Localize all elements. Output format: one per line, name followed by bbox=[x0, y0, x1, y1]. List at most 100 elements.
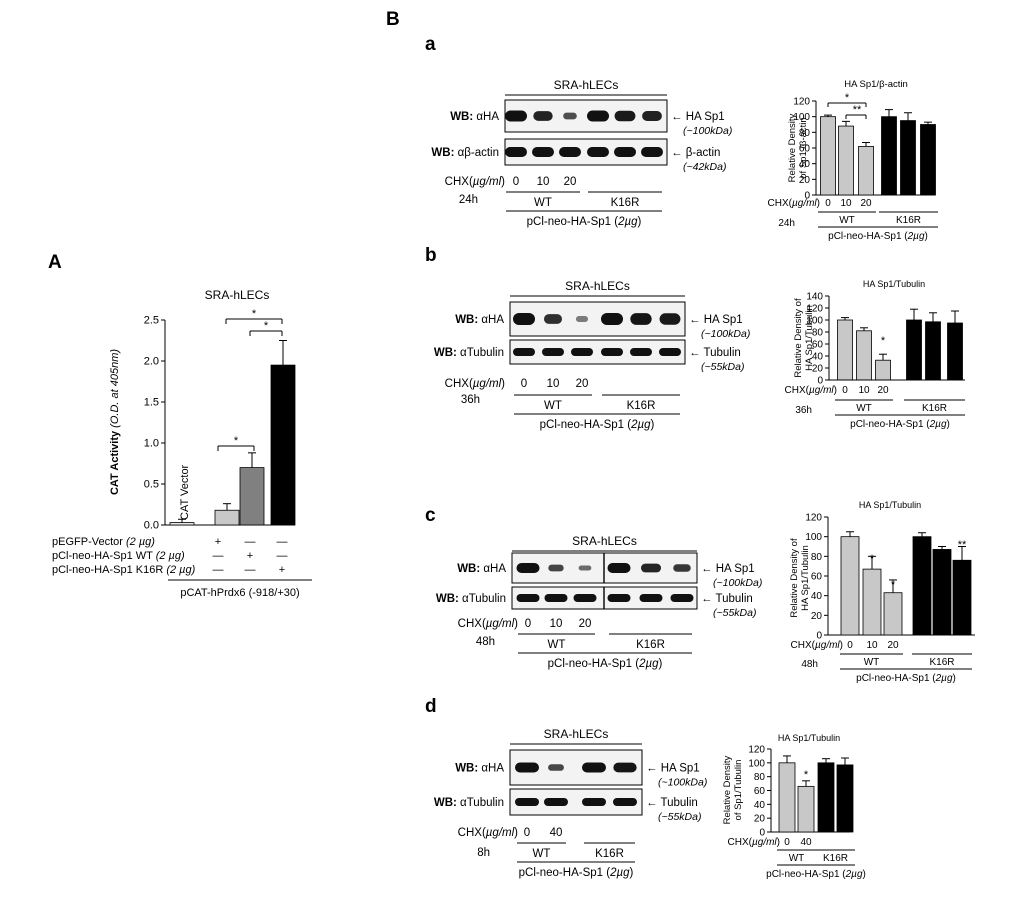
bar bbox=[932, 549, 952, 636]
group-label-k16r: K16R bbox=[627, 400, 656, 412]
y-tick-label: 40 bbox=[811, 591, 823, 602]
bar bbox=[778, 762, 796, 833]
chart-plasmid-label: pCl-neo-HA-Sp1 (2µg) bbox=[850, 419, 950, 430]
blot-band bbox=[607, 594, 631, 602]
bar bbox=[840, 536, 860, 636]
chart-title: HA Sp1/Tubulin bbox=[859, 500, 921, 510]
chart-group-label-wt: WT bbox=[856, 403, 872, 414]
y-tick-label: 120 bbox=[806, 304, 823, 315]
blot-band bbox=[607, 563, 631, 573]
y-tick-label: 20 bbox=[812, 364, 824, 375]
y-tick-label: 0 bbox=[817, 376, 823, 387]
y-tick-label: 20 bbox=[799, 175, 811, 186]
panel-label-c: c bbox=[425, 505, 436, 526]
y-tick-label: 120 bbox=[805, 513, 822, 524]
antibody-label: WB: αHA bbox=[455, 314, 504, 326]
plasmid-label: pCl-neo-HA-Sp1 (2µg) bbox=[540, 419, 655, 431]
band-size-label: (~55kDa) bbox=[713, 607, 756, 619]
sig-mark: * bbox=[845, 92, 850, 104]
bar bbox=[820, 116, 836, 196]
plasmid-label: pCl-neo-HA-Sp1 (2µg) bbox=[519, 867, 634, 879]
blot-band bbox=[533, 111, 553, 121]
blot-band bbox=[575, 316, 589, 322]
panel-label-B: B bbox=[386, 9, 400, 30]
y-tick-label: 140 bbox=[806, 292, 823, 303]
blot-band bbox=[515, 762, 539, 773]
band-label: ← HA Sp1 bbox=[689, 314, 743, 326]
y-tick-label: 100 bbox=[805, 532, 822, 543]
condition-mark: — bbox=[245, 536, 256, 548]
condition-label: pEGFP-Vector (2 µg) bbox=[52, 536, 155, 548]
bar bbox=[858, 146, 874, 196]
sig-mark: ** bbox=[958, 539, 967, 551]
y-tick-label: 20 bbox=[754, 814, 766, 825]
y-tick-label: 2.5 bbox=[144, 315, 159, 327]
antibody-label: WB: αTubulin bbox=[434, 797, 504, 809]
y-axis-label: Relative Density bbox=[787, 113, 798, 182]
dose-label: 0 bbox=[525, 618, 531, 630]
plasmid-label: pCl-neo-HA-Sp1 (2µg) bbox=[548, 658, 663, 670]
condition-mark: — bbox=[213, 550, 224, 562]
blot-band bbox=[614, 110, 636, 122]
chart-plasmid-label: pCl-neo-HA-Sp1 (2µg) bbox=[828, 231, 928, 242]
blot-band bbox=[505, 110, 527, 122]
western-blot-d: SRA-hLECs WB: αHA ← HA Sp1 (~100kDa) WB: αTu… bbox=[434, 727, 707, 879]
blot-band bbox=[559, 147, 581, 157]
dose-label: 20 bbox=[576, 378, 589, 390]
y-axis-label: Relative Density of bbox=[789, 538, 800, 618]
blot-band bbox=[515, 798, 539, 806]
bar bbox=[270, 364, 296, 526]
bar bbox=[214, 509, 240, 526]
chart-chx-label: CHX(µg/ml) bbox=[768, 198, 820, 209]
cell-line-label: SRA-hLECs bbox=[544, 727, 609, 741]
cell-line-label: SRA-hLECs bbox=[554, 78, 619, 92]
y-axis-label: Relative Density bbox=[722, 755, 733, 824]
bar bbox=[169, 522, 195, 526]
y-tick-label: 100 bbox=[793, 112, 810, 123]
blot-band bbox=[532, 147, 554, 157]
y-tick-label: 60 bbox=[812, 340, 824, 351]
blot-band bbox=[587, 147, 609, 157]
sig-mark: * bbox=[870, 553, 875, 565]
bar bbox=[900, 120, 916, 196]
y-tick-label: 80 bbox=[811, 552, 823, 563]
blot-band bbox=[513, 348, 535, 356]
cell-line-label: SRA-hLECs bbox=[572, 534, 637, 548]
blot-band bbox=[516, 563, 540, 573]
y-tick-label: 20 bbox=[811, 611, 823, 622]
western-blot-c: SRA-hLECs WB: αHA ← HA Sp1 (~100kDa) WB: αTu… bbox=[436, 534, 762, 670]
y-axis-label: CAT Activity (O.D. at 405nm) bbox=[109, 349, 121, 495]
chart-group-label-k16r: K16R bbox=[922, 403, 947, 414]
y-tick-label: 1.5 bbox=[144, 397, 159, 409]
y-axis-label: HA Sp1/Tubulin bbox=[804, 305, 815, 371]
bar bbox=[817, 762, 835, 833]
band-size-label: (~100kDa) bbox=[701, 328, 750, 340]
y-tick-label: 100 bbox=[748, 758, 765, 769]
y-axis-label: HA Sp1/Tubulin bbox=[800, 545, 811, 611]
blot-band bbox=[673, 564, 691, 572]
chx-label: CHX(µg/ml) bbox=[458, 827, 518, 839]
chart-dose-label: 20 bbox=[860, 198, 872, 209]
y-tick-label: 1.0 bbox=[144, 438, 159, 450]
y-tick-label: 100 bbox=[806, 316, 823, 327]
group-label-wt: WT bbox=[534, 197, 552, 209]
blot-band bbox=[505, 147, 527, 157]
blot-band bbox=[513, 313, 535, 325]
group-label-k16r: K16R bbox=[595, 848, 624, 860]
chart-chx-label: CHX(µg/ml) bbox=[785, 385, 837, 396]
chart-title: HA Sp1/Tubulin bbox=[863, 279, 925, 289]
y-tick-label: 40 bbox=[812, 352, 824, 363]
group-label-wt: WT bbox=[533, 848, 551, 860]
group-label-k16r: K16R bbox=[636, 639, 665, 651]
chart-dose-label: 20 bbox=[887, 640, 899, 651]
y-tick-label: 40 bbox=[754, 800, 766, 811]
sig-mark: * bbox=[234, 435, 239, 447]
chx-label: CHX(µg/ml) bbox=[445, 378, 505, 390]
chart-dose-label: 0 bbox=[842, 385, 848, 396]
bar bbox=[836, 764, 854, 833]
dose-label: 0 bbox=[521, 378, 527, 390]
chart-dose-label: 10 bbox=[858, 385, 870, 396]
y-tick-label: 0 bbox=[759, 828, 765, 839]
condition-label: pCl-neo-HA-Sp1 K16R (2 µg) bbox=[52, 564, 196, 576]
